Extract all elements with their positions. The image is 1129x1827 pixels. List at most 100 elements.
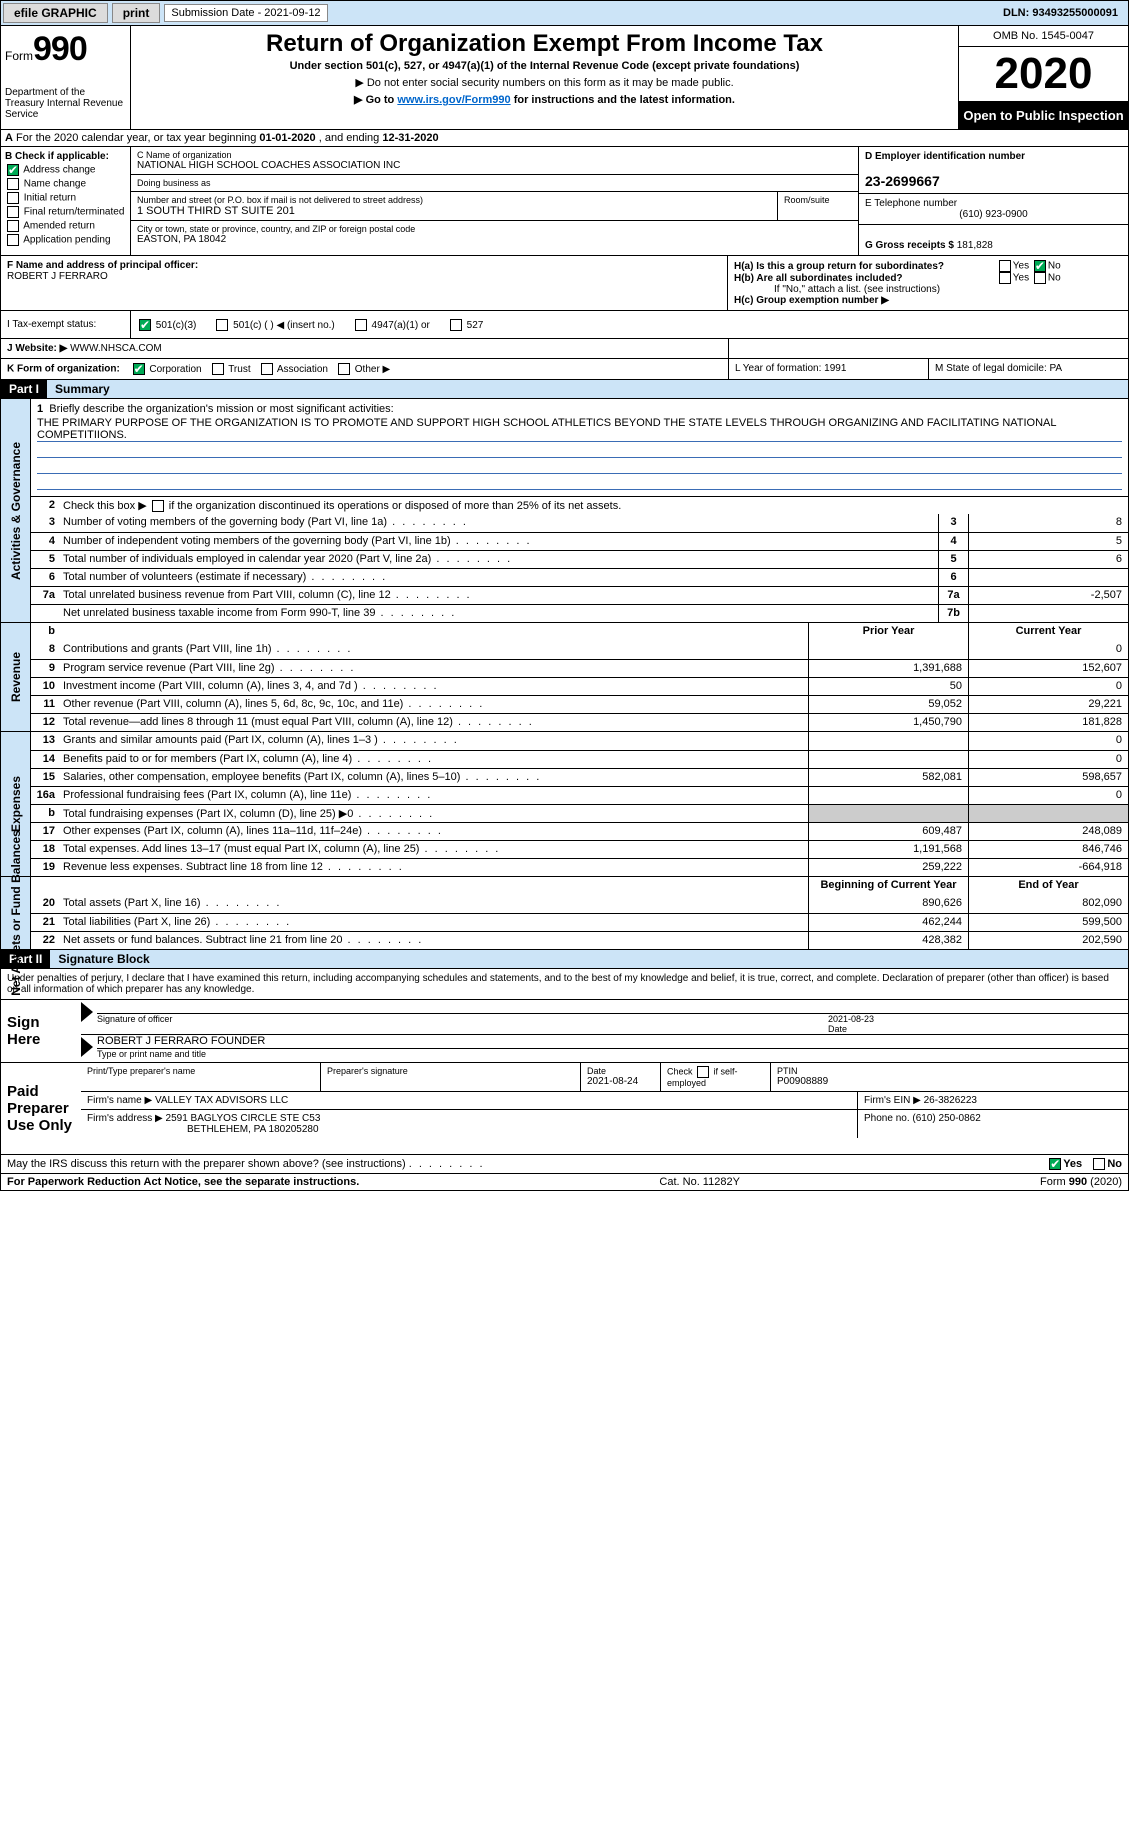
form-org-option[interactable]: Corporation <box>131 364 202 375</box>
sign-here-label: Sign Here <box>1 1000 81 1062</box>
form-org-option[interactable]: Other ▶ <box>336 364 390 375</box>
col-d-ids: D Employer identification number 23-2699… <box>858 147 1128 255</box>
goto-pre: ▶ Go to <box>354 94 397 106</box>
col-b-item[interactable]: Application pending <box>5 234 126 246</box>
table-row: b Total fundraising expenses (Part IX, c… <box>31 804 1128 822</box>
website-value: WWW.NHSCA.COM <box>70 343 162 354</box>
room-label: Room/suite <box>784 195 852 205</box>
firm-addr-1: 2591 BAGLYOS CIRCLE STE C53 <box>166 1113 321 1124</box>
print-button[interactable]: print <box>112 3 161 23</box>
line-a-tax-year: A For the 2020 calendar year, or tax yea… <box>0 130 1129 147</box>
gov-row: 5 Total number of individuals employed i… <box>31 550 1128 568</box>
sign-here-block: Sign Here Signature of officer 2021-08-2… <box>0 1000 1129 1063</box>
form-number: 990 <box>33 30 87 68</box>
form-org-option[interactable]: Trust <box>210 364 251 375</box>
part-1-title: Summary <box>47 380 1128 398</box>
table-row: 17 Other expenses (Part IX, column (A), … <box>31 822 1128 840</box>
tax-status-option[interactable]: 527 <box>448 320 483 331</box>
col-begin-year: Beginning of Current Year <box>808 877 968 895</box>
self-employed-checkbox[interactable] <box>697 1066 709 1078</box>
street-address: 1 SOUTH THIRD ST SUITE 201 <box>137 205 771 217</box>
col-b-label: B Check if applicable: <box>5 151 109 162</box>
table-row: 15 Salaries, other compensation, employe… <box>31 768 1128 786</box>
may-irs-yes-checkbox[interactable] <box>1049 1158 1061 1170</box>
city-state-zip: EASTON, PA 18042 <box>137 234 852 245</box>
col-c-org-info: C Name of organization NATIONAL HIGH SCH… <box>131 147 858 255</box>
hb-yes-checkbox[interactable] <box>999 272 1011 284</box>
form-subtitle-2: ▶ Do not enter social security numbers o… <box>137 76 952 89</box>
col-b-item[interactable]: Address change <box>5 164 126 176</box>
omb-number: OMB No. 1545-0047 <box>959 26 1128 47</box>
hb-yes: Yes <box>1013 273 1029 284</box>
gov-row: 4 Number of independent voting members o… <box>31 532 1128 550</box>
form-title: Return of Organization Exempt From Incom… <box>137 30 952 58</box>
tax-status-option[interactable]: 4947(a)(1) or <box>353 320 430 331</box>
firm-phone-label: Phone no. <box>864 1113 910 1124</box>
part-2-header: Part II Signature Block <box>0 950 1129 969</box>
form-title-block: Return of Organization Exempt From Incom… <box>131 26 958 129</box>
gov-row: 3 Number of voting members of the govern… <box>31 514 1128 532</box>
ha-yes: Yes <box>1013 261 1029 272</box>
ha-no-checkbox[interactable] <box>1034 260 1046 272</box>
gross-receipts: 181,828 <box>957 240 993 251</box>
hb-no-checkbox[interactable] <box>1034 272 1046 284</box>
may-irs-no-checkbox[interactable] <box>1093 1158 1105 1170</box>
table-row: 21 Total liabilities (Part X, line 26) 4… <box>31 913 1128 931</box>
q1-label: Briefly describe the organization's miss… <box>49 403 393 415</box>
form-year-block: OMB No. 1545-0047 2020 Open to Public In… <box>958 26 1128 129</box>
firm-addr-2: BETHLEHEM, PA 180205280 <box>187 1124 319 1135</box>
city-label: City or town, state or province, country… <box>137 224 852 234</box>
form-id-block: Form990 Department of the Treasury Inter… <box>1 26 131 129</box>
firm-ein: 26-3826223 <box>924 1095 977 1106</box>
ein-label: D Employer identification number <box>865 151 1025 162</box>
table-row: 22 Net assets or fund balances. Subtract… <box>31 931 1128 949</box>
principal-officer: F Name and address of principal officer:… <box>1 256 728 310</box>
efile-label: efile GRAPHIC <box>3 3 108 23</box>
section-bcd: B Check if applicable: Address change Na… <box>0 147 1129 256</box>
section-net-assets: Net Assets or Fund Balances Beginning of… <box>0 877 1129 950</box>
q2-checkbox[interactable] <box>152 500 164 512</box>
firm-name: VALLEY TAX ADVISORS LLC <box>155 1095 288 1106</box>
org-name: NATIONAL HIGH SCHOOL COACHES ASSOCIATION… <box>137 160 852 171</box>
table-row: 18 Total expenses. Add lines 13–17 (must… <box>31 840 1128 858</box>
name-title-label: Type or print name and title <box>97 1049 1128 1059</box>
col-b-item[interactable]: Final return/terminated <box>5 206 126 218</box>
col-current-year: Current Year <box>968 623 1128 641</box>
section-expenses: Expenses 13 Grants and similar amounts p… <box>0 732 1129 877</box>
goto-post: for instructions and the latest informat… <box>511 94 735 106</box>
state-domicile: M State of legal domicile: PA <box>928 359 1128 379</box>
form-org-option[interactable]: Association <box>259 364 328 375</box>
paid-preparer-block: Paid Preparer Use Only Print/Type prepar… <box>0 1063 1129 1155</box>
col-b-item[interactable]: Amended return <box>5 220 126 232</box>
irs-link[interactable]: www.irs.gov/Form990 <box>397 94 510 106</box>
row-i-tax-status: I Tax-exempt status: 501(c)(3) 501(c) ( … <box>0 311 1129 339</box>
tax-status-option[interactable]: 501(c) ( ) ◀ (insert no.) <box>214 320 334 331</box>
part-2-title: Signature Block <box>50 950 1128 968</box>
footer-left: For Paperwork Reduction Act Notice, see … <box>7 1176 359 1188</box>
ha-label: H(a) Is this a group return for subordin… <box>734 261 994 272</box>
band-net-assets: Net Assets or Fund Balances <box>1 877 31 949</box>
phone-value: (610) 923-0900 <box>865 209 1122 220</box>
may-irs-yes: Yes <box>1063 1158 1082 1170</box>
q2-text: Check this box ▶ if the organization dis… <box>59 497 1128 514</box>
table-row: 8 Contributions and grants (Part VIII, l… <box>31 641 1128 659</box>
gov-row: 6 Total number of volunteers (estimate i… <box>31 568 1128 586</box>
col-b-item[interactable]: Name change <box>5 178 126 190</box>
hc-label: H(c) Group exemption number ▶ <box>734 295 889 306</box>
preparer-name-label: Print/Type preparer's name <box>87 1066 314 1076</box>
row-f-h: F Name and address of principal officer:… <box>0 256 1129 311</box>
mission-text: THE PRIMARY PURPOSE OF THE ORGANIZATION … <box>37 417 1122 442</box>
sign-date-label: Date <box>828 1024 847 1034</box>
row-j-website: J Website: ▶ WWW.NHSCA.COM <box>0 339 1129 359</box>
ha-yes-checkbox[interactable] <box>999 260 1011 272</box>
table-row: 14 Benefits paid to or for members (Part… <box>31 750 1128 768</box>
dept-treasury: Department of the Treasury Internal Reve… <box>5 87 126 120</box>
col-b-item[interactable]: Initial return <box>5 192 126 204</box>
tax-status-option[interactable]: 501(c)(3) <box>137 320 196 331</box>
form-org-label: K Form of organization: <box>7 364 120 375</box>
may-irs-no: No <box>1107 1158 1122 1170</box>
tax-year-begin: 01-01-2020 <box>259 132 315 144</box>
pointer-icon <box>81 1002 93 1022</box>
ha-no: No <box>1048 261 1061 272</box>
may-irs-discuss: May the IRS discuss this return with the… <box>0 1155 1129 1174</box>
